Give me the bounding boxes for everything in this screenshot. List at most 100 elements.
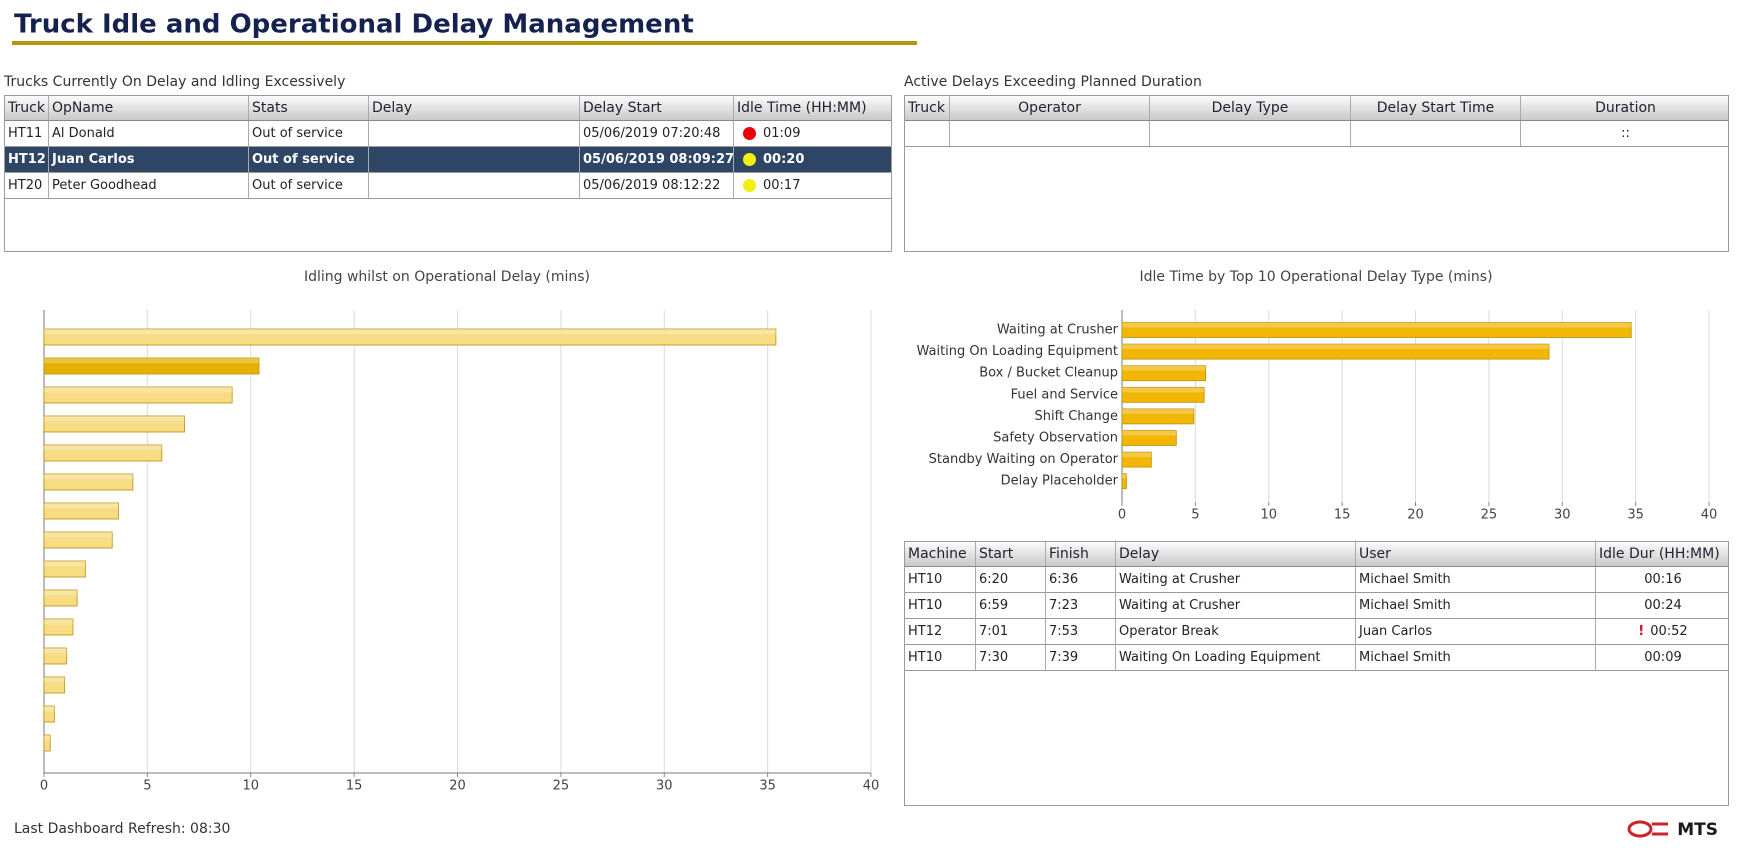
column-header: Delay Type — [1150, 96, 1351, 120]
table-cell: 00:09 — [1596, 645, 1728, 670]
bar — [43, 589, 78, 607]
bar — [43, 444, 163, 462]
cell-text: 7:23 — [1049, 598, 1079, 613]
table-cell: 05/06/2019 07:20:48 — [580, 121, 734, 146]
cell-text: Out of service — [252, 152, 355, 167]
bar — [1121, 322, 1632, 338]
x-tick-label: 20 — [449, 779, 466, 794]
status-indicator — [743, 127, 756, 140]
table-cell: HT10 — [905, 645, 976, 670]
table-cell: Michael Smith — [1356, 645, 1596, 670]
bar — [1121, 451, 1152, 468]
table-row: HT20 Peter Goodhead Out of service 05/06/20… — [5, 173, 891, 199]
y-tick-label: Delay Placeholder — [1001, 474, 1119, 489]
table-cell: Michael Smith — [1356, 593, 1596, 618]
table-cell: Al Donald — [49, 121, 249, 146]
y-tick-label: Waiting at Crusher — [997, 323, 1119, 338]
table-cell: ! 00:52 — [1596, 619, 1728, 644]
cell-text: 7:30 — [979, 650, 1009, 665]
table-header: Machine Start Finish Delay User Idle Dur (HH:… — [905, 542, 1728, 567]
cell-text: 00:09 — [1644, 650, 1682, 665]
x-tick-label: 5 — [143, 779, 151, 794]
table-row: HT12 7:01 7:53 Operator Break Juan Carlos! 00… — [905, 619, 1728, 645]
y-tick-label: Box / Bucket Cleanup — [979, 366, 1118, 381]
cell-text: Peter Goodhead — [52, 178, 157, 193]
table-cell — [369, 147, 580, 172]
table-cell: 05/06/2019 08:09:27 — [580, 147, 734, 172]
table-cell: 7:39 — [1046, 645, 1116, 670]
table-cell — [1150, 121, 1351, 146]
table-cell: Peter Goodhead — [49, 173, 249, 198]
bar — [43, 531, 113, 549]
table-cell: 6:36 — [1046, 567, 1116, 592]
cell-text: 7:53 — [1049, 624, 1079, 639]
table-cell: Out of service — [249, 173, 369, 198]
cell-text: 7:39 — [1049, 650, 1079, 665]
table-cell: Operator Break — [1116, 619, 1356, 644]
table: Machine Start Finish Delay User Idle Dur (HH:… — [904, 541, 1729, 806]
x-tick-label: 0 — [1118, 508, 1126, 523]
column-header: Operator — [950, 96, 1150, 120]
table-cell: HT10 — [905, 567, 976, 592]
cell-text: 00:24 — [1644, 598, 1682, 613]
cell-text: Out of service — [252, 178, 343, 193]
status-indicator — [743, 179, 756, 192]
x-tick-label: 20 — [1407, 508, 1424, 523]
x-tick-label: 35 — [759, 779, 776, 794]
bar — [43, 415, 185, 433]
table-cell — [905, 121, 950, 146]
table-cell: HT11 — [5, 121, 49, 146]
column-header: Truck — [905, 96, 950, 120]
y-tick-label: Fuel and Service — [1011, 387, 1118, 402]
column-header: Machine — [905, 542, 976, 566]
cell-text: HT20 — [8, 178, 43, 193]
bar — [43, 705, 55, 723]
bar — [43, 473, 134, 491]
bar — [43, 676, 66, 694]
column-header: Delay — [1116, 542, 1356, 566]
logo-icon — [1627, 820, 1653, 838]
cell-text: 01:09 — [763, 126, 801, 141]
cell-text: HT10 — [908, 650, 943, 665]
table-row: HT10 6:20 6:36 Waiting at Crusher Michael Sm… — [905, 567, 1728, 593]
table-cell: HT10 — [905, 593, 976, 618]
cell-text: Waiting at Crusher — [1119, 572, 1241, 587]
table-cell: Waiting at Crusher — [1116, 567, 1356, 592]
alert-icon: ! — [1638, 624, 1645, 639]
x-tick-label: 25 — [553, 779, 570, 794]
cell-text: Waiting at Crusher — [1119, 598, 1241, 613]
cell-text: 05/06/2019 07:20:48 — [583, 126, 721, 141]
table-row: :: — [905, 121, 1728, 147]
table-header: Truck Operator Delay Type Delay Start Time D… — [905, 96, 1728, 121]
table-cell: 00:17 — [734, 173, 891, 198]
cell-text: 00:52 — [1650, 624, 1688, 639]
table-cell: 00:24 — [1596, 593, 1728, 618]
x-tick-label: 30 — [1554, 508, 1571, 523]
table-cell: 00:16 — [1596, 567, 1728, 592]
cell-text: Michael Smith — [1359, 598, 1451, 613]
bar — [43, 734, 51, 752]
cell-text: HT10 — [908, 598, 943, 613]
cell-text: HT12 — [908, 624, 943, 639]
cell-text: Operator Break — [1119, 624, 1219, 639]
bar — [43, 560, 86, 578]
x-tick-label: 10 — [242, 779, 259, 794]
cell-text: 05/06/2019 08:12:22 — [583, 178, 721, 193]
table-cell: Waiting On Loading Equipment — [1116, 645, 1356, 670]
table-cell: 05/06/2019 08:12:22 — [580, 173, 734, 198]
x-tick-label: 35 — [1627, 508, 1644, 523]
cell-text: HT12 — [8, 152, 46, 167]
table-row: HT12 Juan Carlos Out of service 05/06/2019 … — [5, 147, 891, 173]
table-cell — [950, 121, 1150, 146]
column-header: OpName — [49, 96, 249, 120]
table-row: HT10 6:59 7:23 Waiting at Crusher Michael Sm… — [905, 593, 1728, 619]
x-tick-label: 25 — [1481, 508, 1498, 523]
column-header: Delay Start Time — [1351, 96, 1521, 120]
chart-title: Idle Time by Top 10 Operational Delay Ty… — [1139, 269, 1492, 285]
x-tick-label: 30 — [656, 779, 673, 794]
table-caption: Trucks Currently On Delay and Idling Exc… — [4, 74, 346, 90]
table-cell: 7:23 — [1046, 593, 1116, 618]
table-cell: Juan Carlos — [1356, 619, 1596, 644]
cell-text: :: — [1621, 126, 1630, 141]
